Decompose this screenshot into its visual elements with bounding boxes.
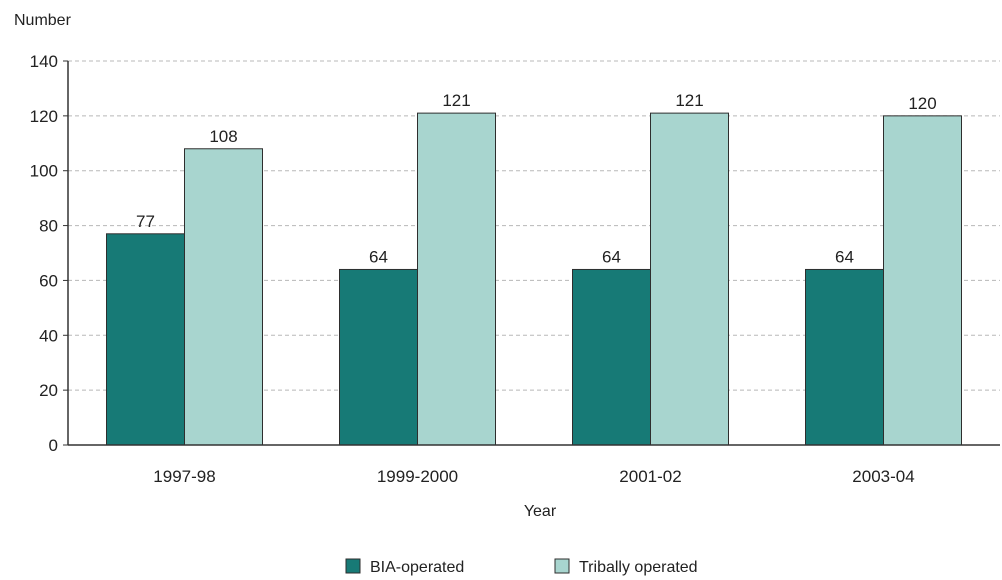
legend-swatch-tribally-operated — [554, 558, 570, 574]
bars: 77 108 64 121 64 121 64 120 — [106, 91, 962, 446]
bar-bia-operated — [805, 268, 884, 446]
y-tick-label: 140 — [30, 52, 58, 71]
bar-bia-operated — [572, 268, 651, 446]
y-tick-label: 120 — [30, 107, 58, 126]
y-axis-title: Number — [14, 12, 72, 29]
x-category-label: 2003-04 — [852, 467, 914, 486]
y-tick-label: 60 — [39, 271, 58, 290]
y-tick-label: 100 — [30, 162, 58, 181]
data-label: 64 — [602, 247, 621, 266]
data-label: 121 — [442, 91, 470, 110]
legend-label-tribally-operated: Tribally operated — [579, 559, 698, 576]
x-category-label: 1997-98 — [153, 467, 215, 486]
bar-bia-operated — [339, 268, 418, 446]
y-tick-label: 0 — [49, 436, 58, 455]
legend: BIA-operated Tribally operated — [345, 558, 698, 576]
x-axis-title: Year — [524, 503, 557, 520]
x-axis-labels: 1997-98 1999-2000 2001-02 2003-04 — [153, 467, 914, 486]
x-category-label: 2001-02 — [619, 467, 681, 486]
data-label: 121 — [675, 91, 703, 110]
data-label: 64 — [835, 247, 854, 266]
data-label: 120 — [908, 94, 936, 113]
y-tick-label: 80 — [39, 217, 58, 236]
x-category-label: 1999-2000 — [377, 467, 458, 486]
legend-label-bia-operated: BIA-operated — [370, 559, 464, 576]
legend-swatch-bia-operated — [345, 558, 361, 574]
data-label: 64 — [369, 247, 388, 266]
bar-tribally-operated — [883, 115, 962, 446]
bar-tribally-operated — [184, 148, 263, 446]
y-tick-label: 20 — [39, 381, 58, 400]
y-axis-ticks: 0 20 40 60 80 100 120 140 — [30, 52, 68, 455]
data-label: 108 — [209, 127, 237, 146]
bar-tribally-operated — [650, 112, 729, 446]
bar-bia-operated — [106, 233, 185, 446]
y-tick-label: 40 — [39, 326, 58, 345]
bar-tribally-operated — [417, 112, 496, 446]
data-label: 77 — [136, 212, 155, 231]
